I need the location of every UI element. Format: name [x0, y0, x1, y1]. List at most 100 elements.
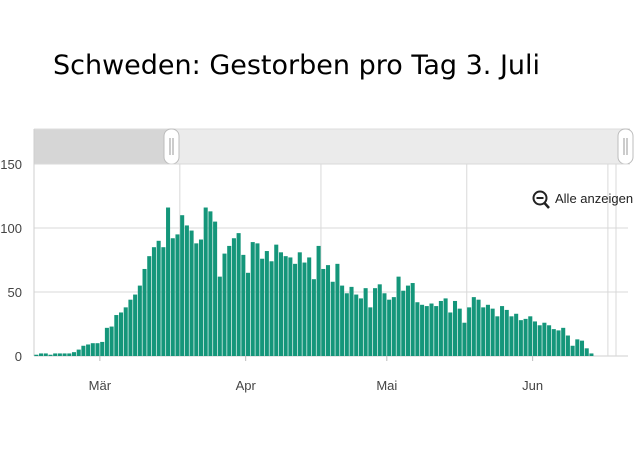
bar [485, 304, 490, 356]
bar [391, 297, 396, 356]
bar [264, 251, 269, 356]
bar [561, 327, 566, 356]
range-slider-left-handle[interactable] [163, 128, 180, 165]
x-tick-label: Mär [89, 378, 112, 393]
bar [358, 298, 363, 356]
y-tick-label: 100 [0, 221, 22, 236]
bar [500, 306, 505, 356]
bar [227, 245, 232, 356]
bar [86, 344, 91, 356]
bar [293, 263, 298, 356]
bar [156, 240, 161, 356]
bar [556, 330, 561, 356]
bar [420, 304, 425, 356]
reset-zoom-button[interactable]: Alle anzeigen [532, 190, 634, 209]
bar [100, 341, 105, 356]
bar [335, 263, 340, 356]
bar [457, 308, 462, 356]
range-slider-selected[interactable] [34, 129, 172, 164]
bar [448, 312, 453, 356]
bar [325, 265, 331, 356]
reset-zoom-label[interactable]: Alle anzeigen [555, 191, 633, 206]
bar [434, 306, 439, 356]
bar [90, 343, 95, 356]
bar [570, 345, 575, 356]
bar [589, 353, 594, 356]
bar [260, 258, 265, 356]
bar [170, 238, 175, 356]
bar [137, 285, 142, 356]
bar [67, 353, 72, 356]
x-tick-label: Jun [522, 378, 543, 393]
bar [81, 345, 86, 356]
bar [114, 315, 119, 356]
bar [438, 300, 443, 356]
bar [128, 299, 133, 356]
bar [396, 276, 401, 356]
bars [34, 207, 594, 356]
bar [184, 225, 189, 356]
bar [363, 288, 368, 356]
bar [208, 211, 213, 356]
bar [194, 243, 199, 356]
bar [109, 326, 114, 356]
bar [321, 268, 326, 356]
bar [57, 353, 62, 356]
bar [344, 293, 349, 356]
bar [302, 262, 307, 356]
range-slider[interactable] [34, 128, 634, 165]
bar [307, 257, 312, 356]
bar [311, 279, 316, 356]
bar [231, 238, 236, 356]
bar [62, 353, 67, 356]
bar [471, 297, 476, 356]
x-tick-label: Mai [376, 378, 397, 393]
bar [354, 294, 359, 356]
bar [119, 312, 124, 356]
bar [161, 247, 166, 356]
bar [424, 306, 429, 356]
bar [579, 340, 585, 356]
bar [401, 290, 406, 356]
zoom-out-icon[interactable] [532, 190, 550, 209]
bar [71, 352, 77, 356]
bar [39, 353, 44, 356]
bar [410, 283, 415, 356]
bar [189, 230, 194, 356]
bar [405, 285, 410, 356]
x-axis: Mär Apr Mai Jun [89, 356, 543, 393]
bar [504, 309, 509, 356]
bar [429, 303, 434, 356]
bar [76, 349, 81, 356]
bar [368, 307, 373, 356]
bar [236, 233, 241, 356]
bar [166, 207, 171, 356]
bar [133, 294, 138, 356]
bar [462, 322, 467, 356]
bar [288, 257, 293, 356]
bar [584, 348, 589, 356]
bar [53, 353, 58, 356]
bar [340, 285, 345, 356]
bar [203, 207, 208, 356]
bar [283, 256, 288, 356]
bar [180, 215, 185, 356]
range-slider-right-handle[interactable] [617, 128, 634, 165]
bar [528, 316, 533, 356]
bar [43, 353, 48, 356]
bar [269, 261, 274, 356]
bar [175, 234, 180, 356]
y-axis: 0 50 100 150 [0, 157, 22, 364]
bar [575, 339, 580, 356]
bar [147, 256, 152, 356]
bar [542, 322, 547, 356]
bar [48, 354, 53, 356]
chart-title: Schweden: Gestorben pro Tag 3. Juli [53, 50, 541, 81]
bar [509, 316, 514, 356]
bar [452, 300, 458, 356]
bar [547, 325, 552, 356]
bar [274, 244, 279, 356]
bar [523, 318, 528, 356]
bar [217, 276, 222, 356]
bar [481, 307, 486, 356]
